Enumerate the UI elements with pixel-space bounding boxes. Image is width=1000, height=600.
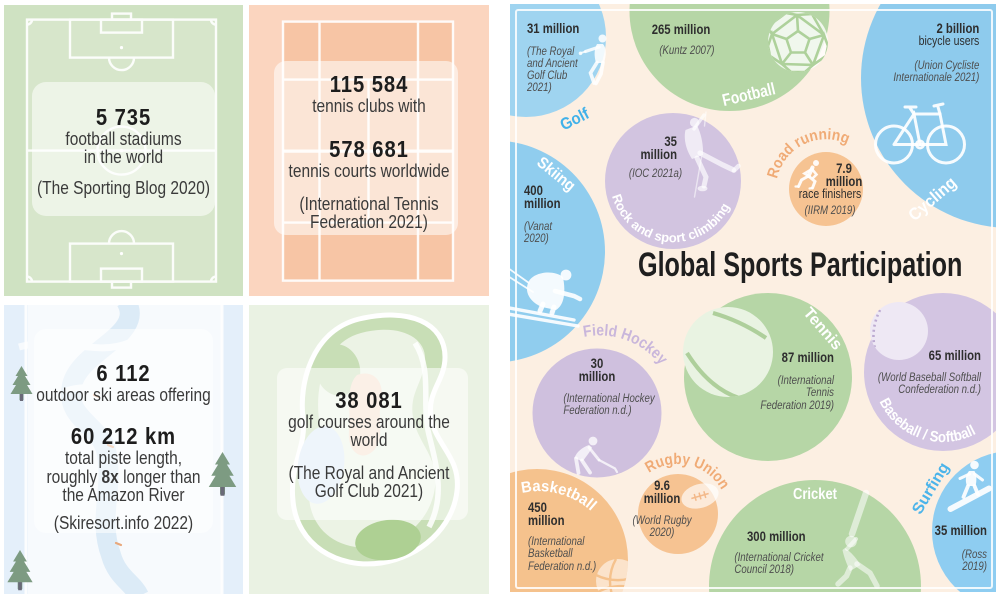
svg-text:Golf: Golf	[557, 105, 592, 135]
svg-text:Cricket: Cricket	[793, 486, 838, 503]
